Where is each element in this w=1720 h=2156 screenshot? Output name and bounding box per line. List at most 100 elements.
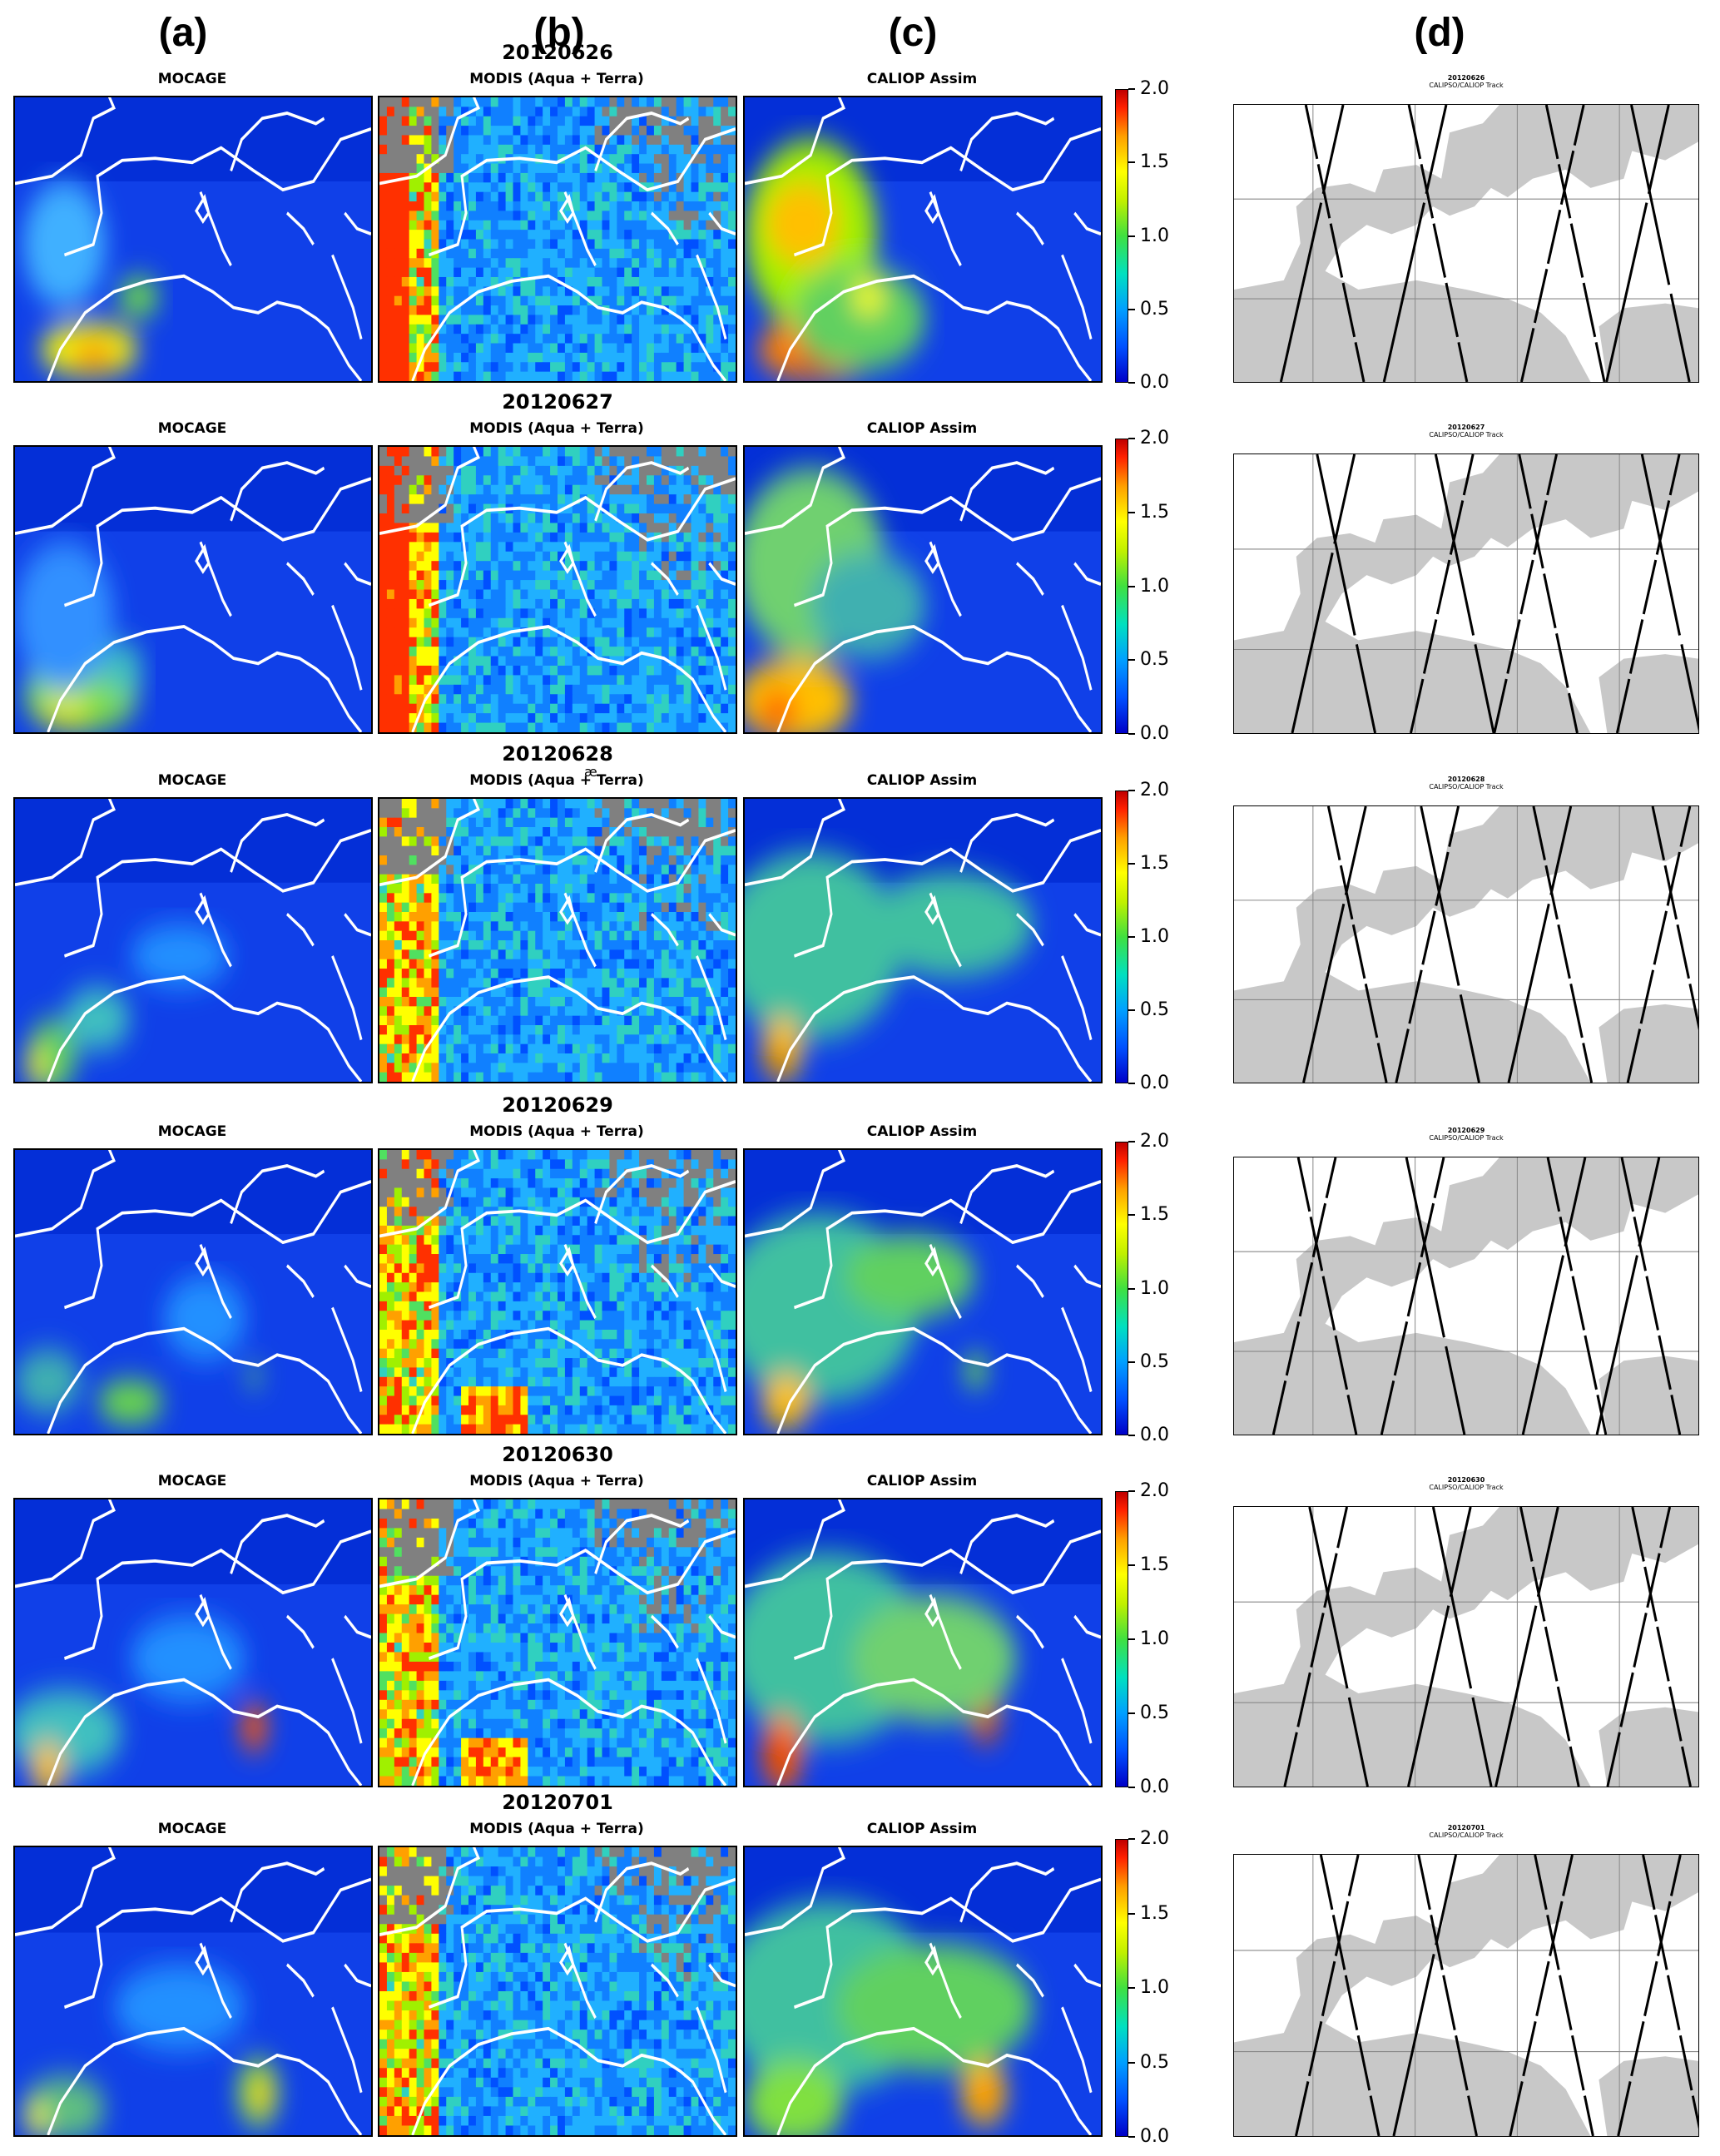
colorbar-tick-label: 1.0: [1140, 926, 1169, 947]
satellite-track: [1279, 105, 1345, 382]
land-mass: [1234, 1157, 1698, 1435]
satellite-track: [1509, 1855, 1574, 2136]
coastline: [15, 1847, 371, 2135]
aod-plume: [794, 265, 926, 371]
colorbar-tick: [1128, 1638, 1135, 1640]
satellite-track: [1420, 806, 1480, 1083]
colorbar-tick-label: 0.5: [1140, 2051, 1169, 2073]
colorbar-tick-label: 0.0: [1140, 1425, 1169, 1445]
caliop-map: [743, 1498, 1103, 1787]
satellite-track: [1434, 454, 1495, 733]
track-subtitle: CALIPSO/CALIOP Track: [1429, 82, 1504, 89]
satellite-track: [1283, 1507, 1349, 1787]
satellite-track: [1405, 1157, 1466, 1435]
mocage-panel-title: MOCAGE: [157, 1473, 227, 1489]
track-title: 20120627 CALIPSO/CALIOP Track: [1233, 424, 1699, 439]
coastline: [379, 1150, 736, 1434]
mocage-map: [13, 96, 373, 383]
mocage-map: [13, 1498, 373, 1787]
colorbar-tick-label: 0.0: [1140, 2126, 1169, 2147]
satellite-track: [1519, 1507, 1580, 1787]
satellite-track: [1651, 806, 1698, 1030]
mocage-map: [13, 797, 373, 1083]
calipso-track-map: [1233, 1157, 1699, 1435]
mocage-panel-title: MOCAGE: [157, 420, 227, 437]
aod-plume: [23, 2104, 47, 2134]
caliop-map: [743, 1846, 1103, 2137]
colorbar-tick-label: 0.5: [1140, 1351, 1169, 1372]
track-title: 20120626 CALIPSO/CALIOP Track: [1233, 74, 1699, 89]
colorbar-tick-label: 1.5: [1140, 1554, 1169, 1575]
colorbar-tick-label: 0.0: [1140, 1777, 1169, 1797]
land-mass: [1234, 105, 1698, 382]
colorbar-tick-label: 0.5: [1140, 649, 1169, 671]
coastline: [15, 97, 371, 381]
satellite-track: [1615, 454, 1681, 733]
coastline: [745, 1847, 1101, 2135]
stray-glyph: æ: [584, 764, 597, 780]
colorbar-tick: [1128, 308, 1135, 310]
colorbar-tick: [1128, 438, 1135, 439]
satellite-track: [1291, 454, 1356, 733]
satellite-track: [1617, 1855, 1682, 2136]
colorbar-tick: [1128, 2136, 1135, 2138]
mocage-panel-title: MOCAGE: [157, 1821, 227, 1837]
colorbar-tick: [1128, 1435, 1135, 1436]
caliop-panel-title: CALIOP Assim: [866, 420, 978, 437]
modis-panel-title: MODIS (Aqua + Terra): [469, 772, 644, 789]
land-mass: [1234, 1507, 1698, 1787]
satellite-track: [1640, 454, 1698, 731]
colorbar-tick: [1128, 585, 1135, 587]
satellite-track: [1546, 1157, 1608, 1435]
column-label-c: (c): [888, 11, 938, 55]
satellite-track: [1407, 1507, 1472, 1787]
satellite-track: [1296, 1157, 1358, 1435]
satellite-track: [1494, 1507, 1559, 1787]
coastline: [15, 1499, 371, 1786]
aod-plume: [868, 872, 1033, 978]
satellite-track: [1519, 105, 1585, 382]
colorbar-tick: [1128, 863, 1135, 865]
satellite-track: [1326, 806, 1388, 1083]
colorbar: [1115, 89, 1128, 383]
satellite-track: [1532, 806, 1594, 1083]
aod-plume: [851, 281, 885, 313]
colorbar-tick-label: 1.0: [1140, 1277, 1169, 1299]
modis-map: [378, 797, 737, 1083]
track-date: 20120630: [1447, 1476, 1485, 1484]
aod-plume: [130, 924, 230, 988]
column-label-d: (d): [1414, 11, 1465, 55]
colorbar-tick: [1128, 1361, 1135, 1363]
aod-plume: [769, 1746, 786, 1772]
colorbar-tick: [1128, 1838, 1135, 1840]
satellite-track: [1319, 1855, 1380, 2136]
satellite-track: [1271, 1157, 1337, 1435]
colorbar-tick-label: 1.0: [1140, 1628, 1169, 1649]
date-title: 20120630: [502, 1443, 613, 1466]
modis-map: [378, 445, 737, 734]
colorbar-tick: [1128, 790, 1135, 791]
caliop-panel-title: CALIOP Assim: [866, 1821, 978, 1837]
colorbar-tick: [1128, 1141, 1135, 1142]
calipso-track-map: [1233, 1854, 1699, 2137]
aod-plume: [130, 1616, 246, 1702]
modis-panel-title: MODIS (Aqua + Terra): [469, 71, 644, 87]
coastline: [745, 1499, 1101, 1786]
satellite-track: [1409, 454, 1475, 733]
track-title: 20120701 CALIPSO/CALIOP Track: [1233, 1824, 1699, 1839]
track-date: 20120629: [1447, 1127, 1485, 1134]
colorbar-tick: [1128, 161, 1135, 164]
colorbar-tick-label: 2.0: [1140, 1480, 1169, 1501]
colorbar-tick: [1128, 1787, 1135, 1788]
satellite-track: [1308, 1507, 1369, 1787]
aod-plume: [102, 642, 143, 696]
caliop-map: [743, 797, 1103, 1083]
aod-plume: [97, 1380, 164, 1424]
colorbar-tick-label: 2.0: [1140, 1828, 1169, 1849]
calipso-track-map: [1233, 104, 1699, 383]
colorbar-tick: [1128, 936, 1135, 938]
satellite-track: [1606, 1507, 1672, 1787]
satellite-track: [1392, 1855, 1458, 2136]
aod-plume: [245, 1365, 263, 1387]
aod-plume: [163, 1276, 246, 1361]
